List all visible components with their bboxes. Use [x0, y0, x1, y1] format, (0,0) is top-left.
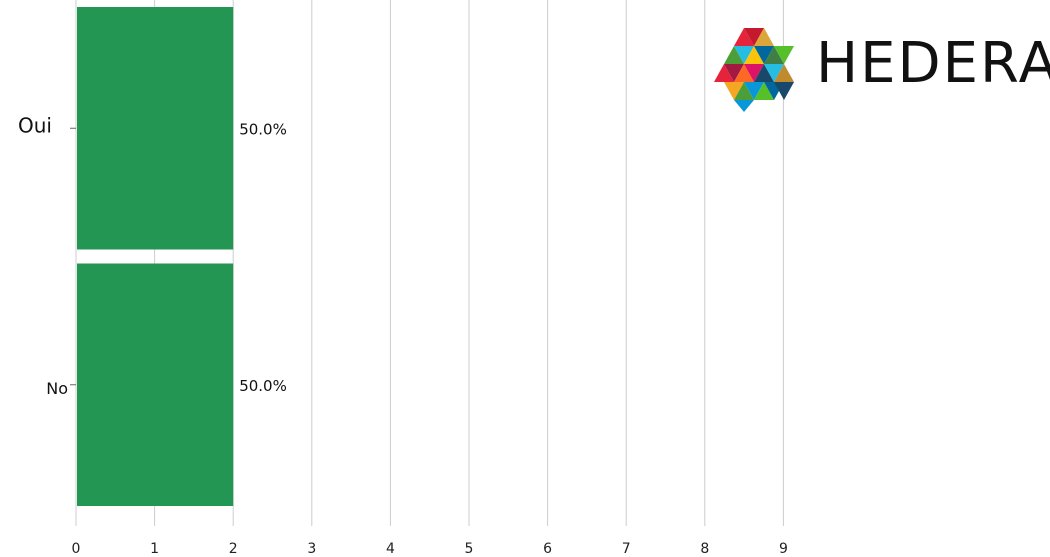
x-tick-label: 1 — [150, 541, 159, 557]
bar — [77, 7, 234, 250]
category-label: No — [46, 379, 68, 398]
x-tick-label: 3 — [307, 541, 316, 557]
x-tick-label: 4 — [386, 541, 395, 557]
x-tick-label: 5 — [465, 541, 474, 557]
x-tick-label: 8 — [700, 541, 709, 557]
x-tick-label: 0 — [72, 541, 81, 557]
hedera-logo: HEDERA — [712, 26, 1050, 114]
x-tick-label: 7 — [622, 541, 631, 557]
x-axis: 0 1 2 3 4 5 6 7 8 9 — [70, 127, 788, 557]
logo-text: HEDERA — [816, 31, 1050, 96]
category-labels: Oui No — [18, 113, 68, 398]
x-tick-label: 6 — [543, 541, 552, 557]
bar — [77, 263, 234, 506]
category-label: Oui — [18, 113, 52, 137]
x-tick-label: 2 — [229, 541, 238, 557]
bars — [77, 7, 234, 506]
data-label: 50.0% — [239, 377, 287, 395]
x-tick-label: 9 — [779, 541, 788, 557]
data-label: 50.0% — [239, 120, 287, 138]
value-labels: 50.0% 50.0% — [239, 120, 287, 395]
hedera-logo-mark — [714, 28, 794, 112]
